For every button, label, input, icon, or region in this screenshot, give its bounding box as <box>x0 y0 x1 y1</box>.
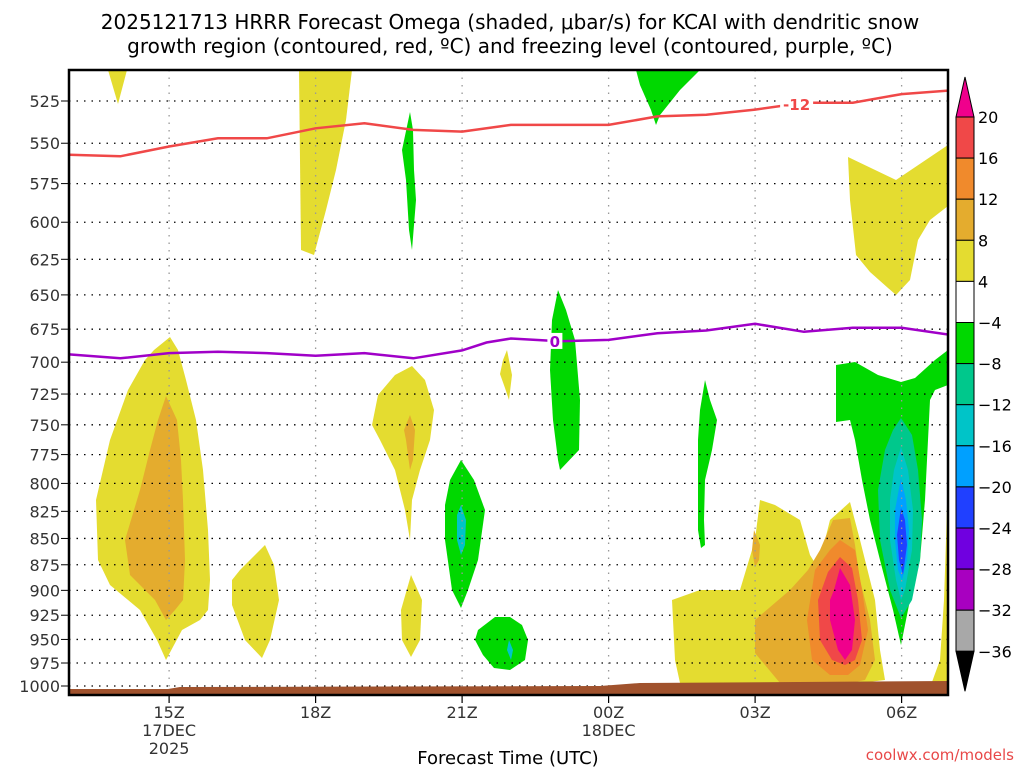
colorbar-level-label: −36 <box>978 642 1012 661</box>
omega-region-o8 <box>125 396 185 620</box>
colorbar-swatch <box>955 486 975 529</box>
colorbar-level-label: 20 <box>978 108 998 127</box>
y-tick-label: 775 <box>29 446 60 465</box>
y-axis: 525 550 575 600 625 650 675 700 725 750 775 800 825 8… <box>19 92 69 696</box>
y-tick-label: 975 <box>29 654 60 673</box>
colorbar-swatch <box>955 116 975 159</box>
omega-region-o8 <box>404 415 415 470</box>
y-tick-label: 925 <box>29 606 60 625</box>
omega-region-c12 <box>507 640 513 660</box>
y-tick-label: 750 <box>29 416 60 435</box>
omega-region-y4 <box>500 350 512 400</box>
omega-region-c12 <box>457 505 466 555</box>
omega-region-y4 <box>932 470 948 685</box>
temperature-contours: -12 0 <box>69 89 948 360</box>
omega-region-g4 <box>402 112 416 250</box>
colorbar-swatch <box>955 363 975 406</box>
colorbar-level-label: −8 <box>978 355 1002 374</box>
colorbar-level-label: 4 <box>978 272 988 291</box>
colorbar-level-label: −24 <box>978 519 1012 538</box>
colorbar-level-label: 12 <box>978 190 998 209</box>
colorbar-swatch <box>955 157 975 200</box>
x-tick-label: 06Z <box>886 703 917 722</box>
colorbar-swatch <box>955 322 975 365</box>
colorbar-swatch <box>955 609 975 652</box>
contour-label-bg <box>547 332 563 349</box>
y-tick-label: 850 <box>29 529 60 548</box>
omega-shading <box>96 70 948 685</box>
terrain-surface <box>69 681 948 695</box>
x-tick-label: 18Z <box>300 703 331 722</box>
y-tick-label: 625 <box>29 250 60 269</box>
y-tick-label: 900 <box>29 581 60 600</box>
colorbar-level-label: −16 <box>978 437 1012 456</box>
omega-region-y4 <box>401 575 422 657</box>
y-tick-label: 700 <box>29 353 60 372</box>
colorbar-level-label: −12 <box>978 396 1012 415</box>
y-tick-label: 525 <box>29 92 60 111</box>
colorbar-swatch <box>955 198 975 241</box>
y-tick-label: 675 <box>29 320 60 339</box>
credit-text: coolwx.com/models <box>866 746 1014 764</box>
colorbar-level-label: −4 <box>978 314 1002 333</box>
y-tick-label: 725 <box>29 385 60 404</box>
x-tick-label: 21Z <box>446 703 477 722</box>
omega-region-m20 <box>830 568 855 660</box>
y-tick-label: 600 <box>29 213 60 232</box>
omega-region-g4 <box>636 70 700 125</box>
contour-label-freezing-level-0C: 0 <box>550 333 560 351</box>
omega-region-y4 <box>848 145 948 295</box>
chart-title-line-2: growth region (contoured, red, ºC) and f… <box>127 34 893 58</box>
y-tick-label: 550 <box>29 134 60 153</box>
x-tick-label: 17DEC <box>142 721 196 740</box>
omega-region-y4 <box>108 70 127 104</box>
y-tick-label: 825 <box>29 502 60 521</box>
colorbar-under-triangle <box>955 650 975 692</box>
x-tick-label: 03Z <box>739 703 770 722</box>
omega-region-y4 <box>232 545 279 658</box>
y-tick-label: 875 <box>29 556 60 575</box>
colorbar-swatch <box>955 568 975 611</box>
omega-region-y4 <box>372 366 434 540</box>
x-tick-label: 00Z <box>593 703 624 722</box>
x-tick-label: 15Z <box>153 703 184 722</box>
terrain-fill <box>69 681 948 695</box>
colorbar-swatch <box>955 404 975 447</box>
omega-region-o8 <box>752 530 760 567</box>
x-tick-label: 2025 <box>149 739 190 758</box>
omega-region-b20 <box>897 508 907 575</box>
colorbar-level-label: −28 <box>978 560 1012 579</box>
colorbar-level-label: 8 <box>978 231 988 250</box>
colorbar-level-label: −32 <box>978 601 1012 620</box>
contour-line-dendritic-growth-minus12C <box>69 89 948 158</box>
chart-title-line-1: 2025121713 HRRR Forecast Omega (shaded, … <box>101 10 919 34</box>
omega-region-y4 <box>299 70 352 255</box>
x-tick-label: 18DEC <box>582 721 636 740</box>
contour-line-freezing-level-0C <box>69 322 948 360</box>
colorbar-level-label: 16 <box>978 149 998 168</box>
colorbar-swatch <box>955 280 975 323</box>
colorbar-swatch <box>955 445 975 488</box>
contour-label-bg <box>780 95 814 112</box>
omega-region-g4 <box>550 290 580 470</box>
omega-region-g4 <box>475 617 528 670</box>
colorbar-swatch <box>955 239 975 282</box>
omega-region-g4 <box>698 380 717 548</box>
y-tick-label: 575 <box>29 175 60 194</box>
contour-label-dendritic-growth-minus12C: -12 <box>783 96 810 114</box>
y-tick-label: 800 <box>29 474 60 493</box>
colorbar-over-triangle <box>955 76 975 118</box>
y-tick-label: 650 <box>29 286 60 305</box>
colorbar-level-label: −20 <box>978 478 1012 497</box>
colorbar-legend: 20 16 12 8 4 −4 −8 −12 −16 −20 −24 −28 −32 −36 <box>955 76 1012 692</box>
colorbar-swatch <box>955 527 975 570</box>
y-tick-label: 1000 <box>19 677 60 696</box>
x-axis-label: Forecast Time (UTC) <box>417 748 598 768</box>
y-tick-label: 950 <box>29 630 60 649</box>
plot-frame <box>67 68 950 697</box>
